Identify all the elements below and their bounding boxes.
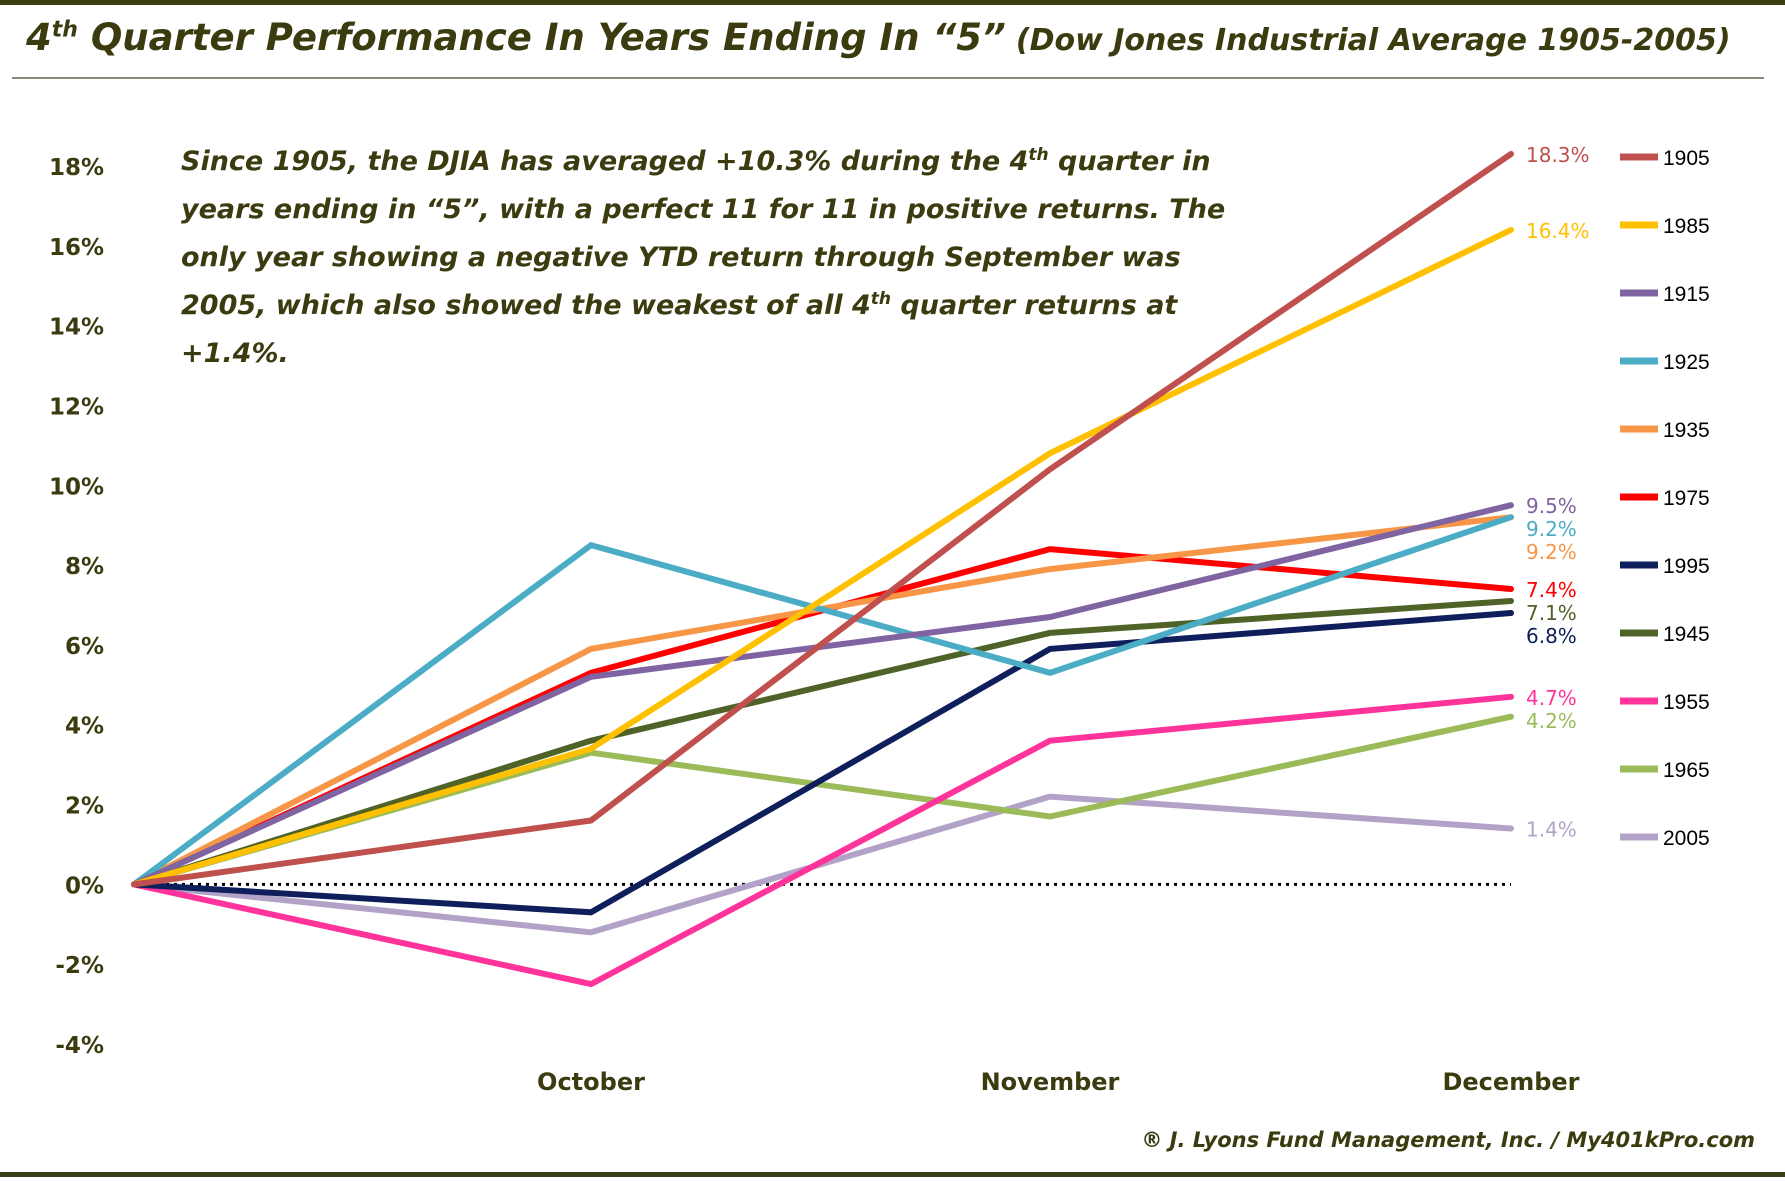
legend-label-2005: 2005: [1663, 827, 1710, 850]
end-label-1975: 7.4%: [1526, 578, 1577, 602]
annotation-sup-2: th: [870, 289, 892, 309]
end-label-1985: 16.4%: [1526, 219, 1590, 243]
annotation-part-3: quarter returns at +1.4%.: [181, 290, 1178, 369]
end-label-1965: 4.2%: [1526, 709, 1577, 733]
y-tick-label: 8%: [65, 554, 104, 580]
legend-label-1995: 1995: [1663, 555, 1710, 578]
legend-label-1965: 1965: [1663, 759, 1710, 782]
legend-label-1955: 1955: [1663, 691, 1710, 714]
legend-label-1975: 1975: [1663, 487, 1710, 510]
end-label-1945: 7.1%: [1526, 601, 1577, 625]
end-label-2005: 1.4%: [1526, 817, 1577, 841]
annotation-part-1: Since 1905, the DJIA has averaged +10.3%…: [181, 146, 1029, 177]
y-tick-label: -4%: [55, 1033, 104, 1059]
title-prefix: 4: [26, 16, 52, 59]
end-label-1955: 4.7%: [1526, 686, 1577, 710]
y-tick-label: 0%: [65, 873, 104, 899]
x-tick-label: December: [1442, 1068, 1579, 1096]
chart-title: 4th Quarter Performance In Years Ending …: [26, 16, 1731, 59]
end-label-1925: 9.2%: [1526, 517, 1577, 541]
title-divider: [12, 77, 1764, 79]
annotation-part-2: quarter in years ending in “5”, with a p…: [181, 146, 1226, 321]
legend-label-1945: 1945: [1663, 623, 1710, 646]
series-line-1955: [131, 693, 1514, 988]
series-line-1995: [131, 610, 1514, 916]
y-tick-label: 18%: [49, 155, 104, 181]
series-line-1905: [131, 151, 1514, 888]
end-label-1905: 18.3%: [1526, 143, 1590, 167]
x-tick-label: October: [537, 1068, 645, 1096]
series-line-1985: [131, 226, 1514, 888]
series-line-1945: [131, 598, 1514, 888]
top-rule: [0, 0, 1785, 5]
end-label-1915: 9.5%: [1526, 494, 1577, 518]
y-tick-label: 14%: [49, 315, 104, 341]
bottom-rule: [0, 1172, 1785, 1177]
legend-label-1935: 1935: [1663, 419, 1710, 442]
credit-line: ® J. Lyons Fund Management, Inc. / My401…: [1141, 1128, 1755, 1152]
annotation-text: Since 1905, the DJIA has averaged +10.3%…: [181, 138, 1231, 378]
legend-label-1985: 1985: [1663, 215, 1710, 238]
series-line-1925: [131, 514, 1514, 888]
y-tick-label: 2%: [65, 794, 104, 820]
x-tick-label: November: [981, 1068, 1120, 1096]
title-main: Quarter Performance In Years Ending In “…: [77, 16, 1006, 59]
legend-label-1905: 1905: [1663, 147, 1710, 170]
chart-subtitle: (Dow Jones Industrial Average 1905-2005): [1015, 23, 1731, 58]
legend-label-1925: 1925: [1663, 351, 1710, 374]
legend-label-1915: 1915: [1663, 283, 1710, 306]
end-label-1935: 9.2%: [1526, 540, 1577, 564]
end-label-1995: 6.8%: [1526, 624, 1577, 648]
annotation-sup-1: th: [1028, 145, 1049, 165]
title-superscript: th: [51, 17, 78, 43]
y-tick-label: 16%: [49, 235, 104, 261]
y-tick-label: 10%: [49, 474, 104, 500]
y-tick-label: 6%: [65, 634, 104, 660]
y-tick-label: 12%: [49, 394, 104, 420]
y-tick-label: -2%: [55, 953, 104, 979]
y-tick-label: 4%: [65, 714, 104, 740]
